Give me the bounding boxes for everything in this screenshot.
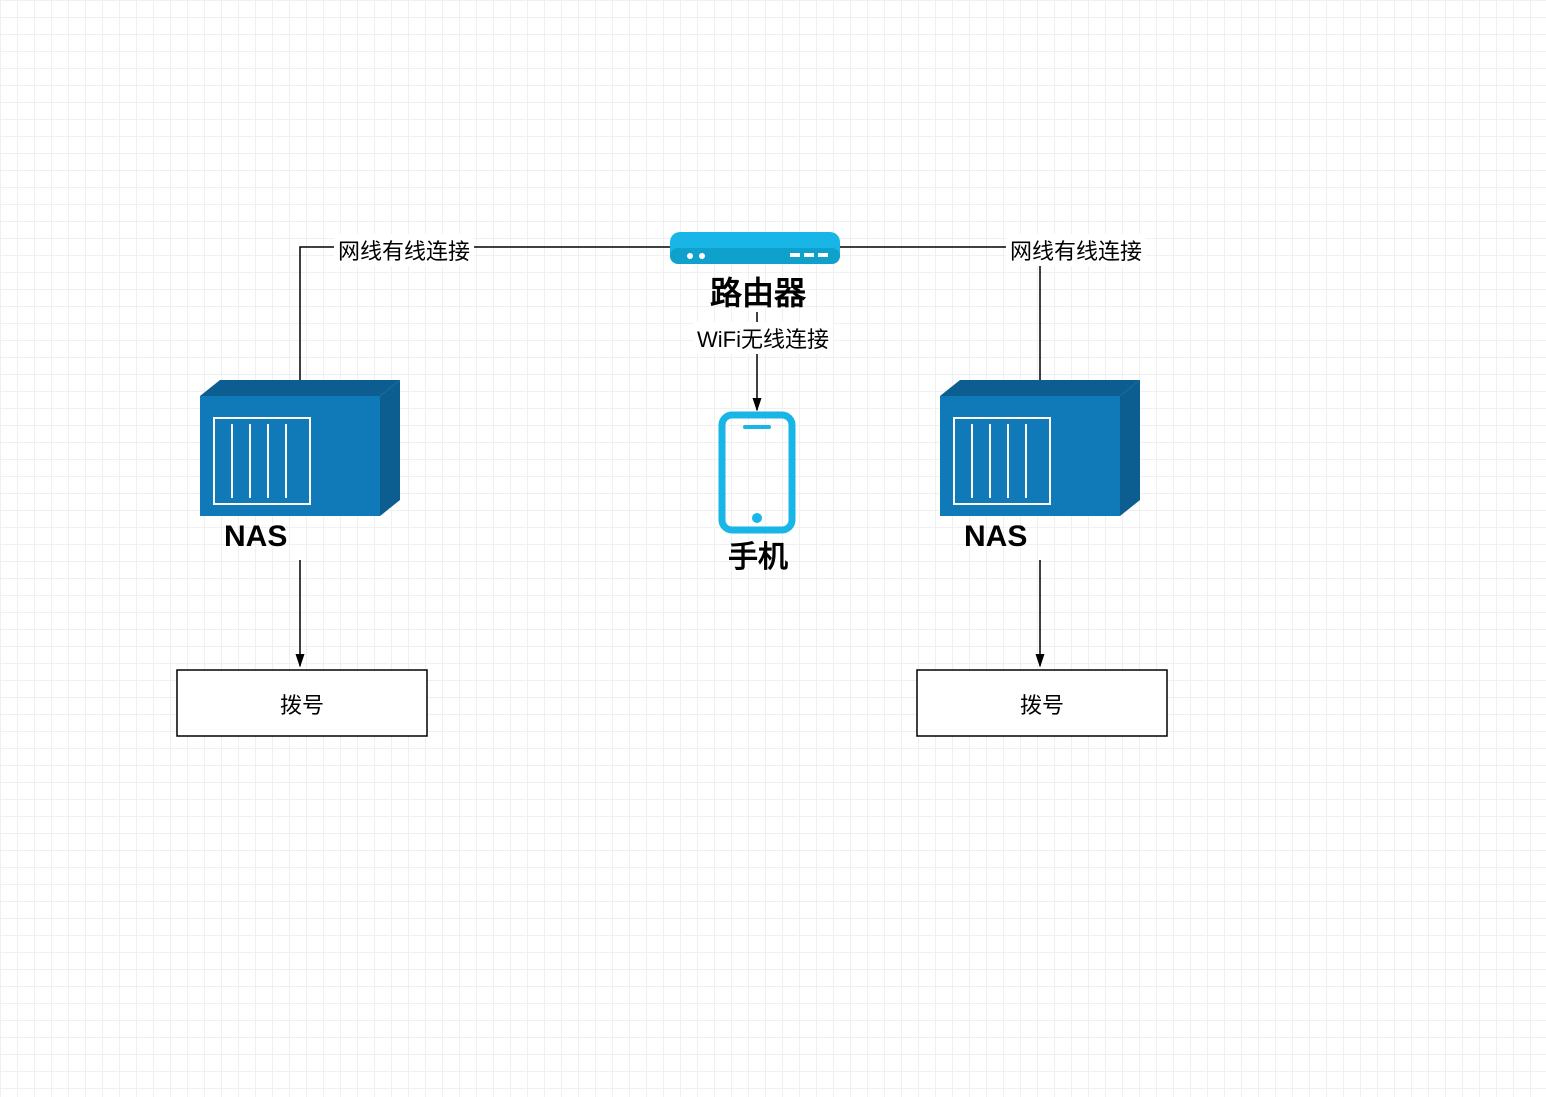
edge-router-to-nas-left [300,247,670,392]
edge-router-to-nas-right [840,247,1040,392]
phone-icon [722,415,792,530]
phone-label: 手机 [728,532,788,576]
dial-right-label: 拨号 [917,688,1167,720]
nas-right-label: NAS [964,520,1027,554]
router-label: 路由器 [710,268,806,314]
dial-left-label: 拨号 [177,688,427,720]
nas-right-icon [940,380,1140,516]
edge-label-wifi: WiFi无线连接 [693,322,833,354]
nas-left-icon [200,380,400,516]
router-icon [670,232,840,264]
edge-label-left-wired: 网线有线连接 [334,234,474,266]
edge-label-right-wired: 网线有线连接 [1006,234,1146,266]
nas-left-label: NAS [224,520,287,554]
